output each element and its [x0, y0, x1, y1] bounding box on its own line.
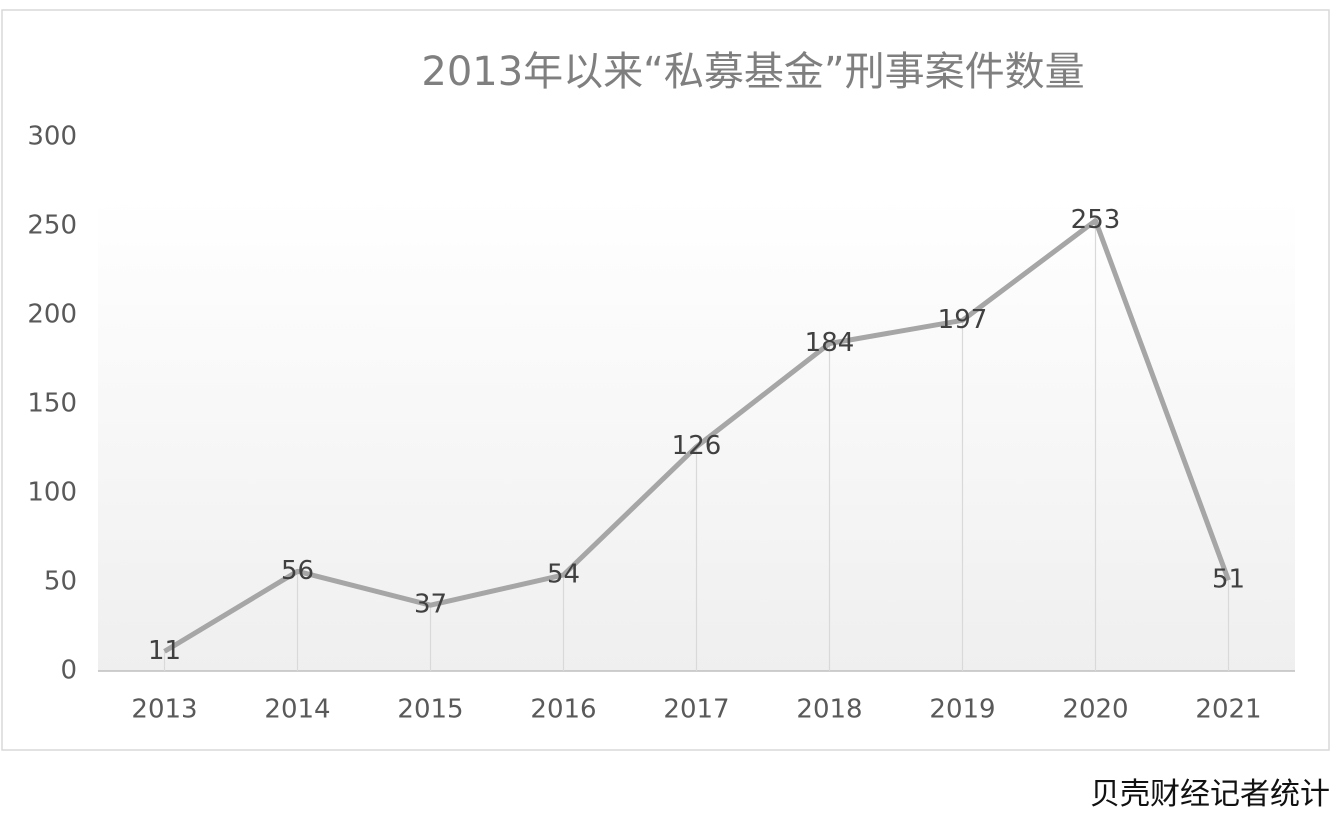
y-tick-label: 200	[27, 300, 77, 330]
x-tick-label: 2017	[663, 695, 729, 725]
x-tick-label: 2015	[397, 695, 463, 725]
data-label: 56	[281, 556, 314, 586]
x-tick-label: 2021	[1195, 695, 1261, 725]
data-label: 51	[1212, 565, 1245, 595]
data-label: 184	[805, 328, 855, 358]
data-label: 11	[148, 636, 181, 666]
y-tick-label: 250	[27, 211, 77, 241]
y-tick-label: 300	[27, 122, 77, 152]
data-label: 37	[414, 590, 447, 620]
y-tick-label: 100	[27, 478, 77, 508]
x-tick-label: 2013	[131, 695, 197, 725]
y-tick-label: 150	[27, 389, 77, 419]
x-tick-label: 2019	[929, 695, 995, 725]
chart-title: 2013年以来“私募基金”刑事案件数量	[421, 49, 1084, 95]
x-tick-label: 2020	[1062, 695, 1128, 725]
data-label: 197	[938, 305, 988, 335]
data-line	[163, 218, 1231, 654]
data-label: 253	[1071, 205, 1121, 235]
x-tick-label: 2018	[796, 695, 862, 725]
x-tick-label: 2014	[264, 695, 330, 725]
x-tick-label: 2016	[530, 695, 596, 725]
y-tick-label: 0	[60, 656, 77, 686]
y-tick-label: 50	[44, 567, 77, 597]
data-label: 126	[672, 431, 722, 461]
source-note: 贝壳财经记者统计	[1090, 777, 1330, 812]
data-label: 54	[547, 559, 580, 589]
